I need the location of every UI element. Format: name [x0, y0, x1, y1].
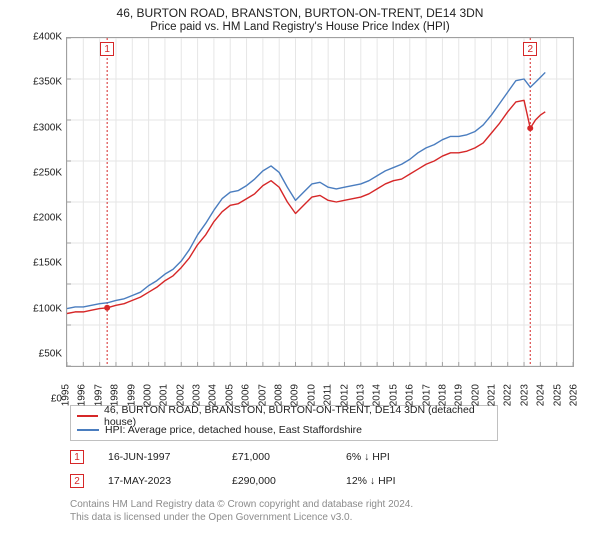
- x-axis-labels: 1995199619971998199920002001200220032004…: [66, 369, 574, 399]
- y-tick-label: £50K: [39, 348, 62, 359]
- legend-swatch: [77, 415, 98, 417]
- x-tick-label: 2001: [159, 384, 170, 406]
- x-tick-label: 2011: [323, 384, 334, 406]
- x-tick-label: 2020: [470, 384, 481, 406]
- sale-price: £71,000: [232, 451, 322, 463]
- x-tick-label: 2000: [142, 384, 153, 406]
- below-chart: 46, BURTON ROAD, BRANSTON, BURTON-ON-TRE…: [24, 405, 576, 524]
- legend-label: HPI: Average price, detached house, East…: [105, 424, 362, 436]
- sale-row-marker: 2: [70, 474, 84, 488]
- chart-area: £0£50K£100K£150K£200K£250K£300K£350K£400…: [20, 37, 580, 399]
- x-tick-label: 2008: [274, 384, 285, 406]
- x-tick-label: 2026: [569, 384, 580, 406]
- y-tick-label: £200K: [33, 213, 62, 224]
- attribution: Contains HM Land Registry data © Crown c…: [70, 499, 576, 524]
- x-tick-label: 1996: [77, 384, 88, 406]
- x-tick-label: 2025: [552, 384, 563, 406]
- y-tick-label: £150K: [33, 258, 62, 269]
- x-tick-label: 2017: [421, 384, 432, 406]
- sales-summary: 1 16-JUN-1997 £71,000 6% ↓ HPI 2 17-MAY-2023 £…: [70, 449, 576, 489]
- x-tick-label: 2003: [192, 384, 203, 406]
- plot-region: 12: [66, 37, 574, 367]
- sale-delta: 6% ↓ HPI: [346, 451, 390, 463]
- y-axis-labels: £0£50K£100K£150K£200K£250K£300K£350K£400…: [18, 37, 62, 399]
- attribution-line-2: This data is licensed under the Open Gov…: [70, 512, 576, 525]
- x-tick-label: 2010: [306, 384, 317, 406]
- y-tick-label: £100K: [33, 303, 62, 314]
- x-tick-label: 2019: [454, 384, 465, 406]
- plot-svg: [67, 38, 573, 366]
- chart-titles: 46, BURTON ROAD, BRANSTON, BURTON-ON-TRE…: [0, 0, 600, 33]
- legend: 46, BURTON ROAD, BRANSTON, BURTON-ON-TRE…: [70, 405, 498, 441]
- x-tick-label: 2016: [405, 384, 416, 406]
- x-tick-label: 1997: [93, 384, 104, 406]
- y-tick-label: £400K: [33, 32, 62, 43]
- y-tick-label: £300K: [33, 122, 62, 133]
- x-tick-label: 2018: [437, 384, 448, 406]
- legend-swatch: [77, 429, 99, 431]
- x-tick-label: 2021: [487, 384, 498, 406]
- x-tick-label: 2004: [208, 384, 219, 406]
- sale-dot: [104, 305, 110, 311]
- attribution-line-1: Contains HM Land Registry data © Crown c…: [70, 499, 576, 512]
- title-address: 46, BURTON ROAD, BRANSTON, BURTON-ON-TRE…: [0, 6, 600, 20]
- sale-price: £290,000: [232, 475, 322, 487]
- x-tick-label: 2013: [355, 384, 366, 406]
- x-tick-label: 2015: [388, 384, 399, 406]
- series-hpi: [67, 72, 545, 308]
- x-tick-label: 2007: [257, 384, 268, 406]
- y-tick-label: £350K: [33, 77, 62, 88]
- sale-dot: [527, 125, 533, 131]
- y-tick-label: £250K: [33, 167, 62, 178]
- x-tick-label: 2014: [372, 384, 383, 406]
- sale-marker-box: 1: [100, 42, 114, 56]
- x-tick-label: 2006: [241, 384, 252, 406]
- legend-row: 46, BURTON ROAD, BRANSTON, BURTON-ON-TRE…: [77, 409, 491, 423]
- sale-row: 1 16-JUN-1997 £71,000 6% ↓ HPI: [70, 449, 576, 465]
- x-tick-label: 2002: [175, 384, 186, 406]
- x-tick-label: 1998: [110, 384, 121, 406]
- sale-date: 17-MAY-2023: [108, 475, 208, 487]
- sale-date: 16-JUN-1997: [108, 451, 208, 463]
- x-tick-label: 2009: [290, 384, 301, 406]
- x-tick-label: 2023: [519, 384, 530, 406]
- x-tick-label: 2024: [536, 384, 547, 406]
- sale-row: 2 17-MAY-2023 £290,000 12% ↓ HPI: [70, 473, 576, 489]
- title-subtitle: Price paid vs. HM Land Registry's House …: [0, 21, 600, 33]
- x-tick-label: 1999: [126, 384, 137, 406]
- x-tick-label: 2012: [339, 384, 350, 406]
- x-tick-label: 2005: [224, 384, 235, 406]
- sale-delta: 12% ↓ HPI: [346, 475, 396, 487]
- sale-row-marker: 1: [70, 450, 84, 464]
- x-tick-label: 2022: [503, 384, 514, 406]
- sale-marker-box: 2: [523, 42, 537, 56]
- x-tick-label: 1995: [61, 384, 72, 406]
